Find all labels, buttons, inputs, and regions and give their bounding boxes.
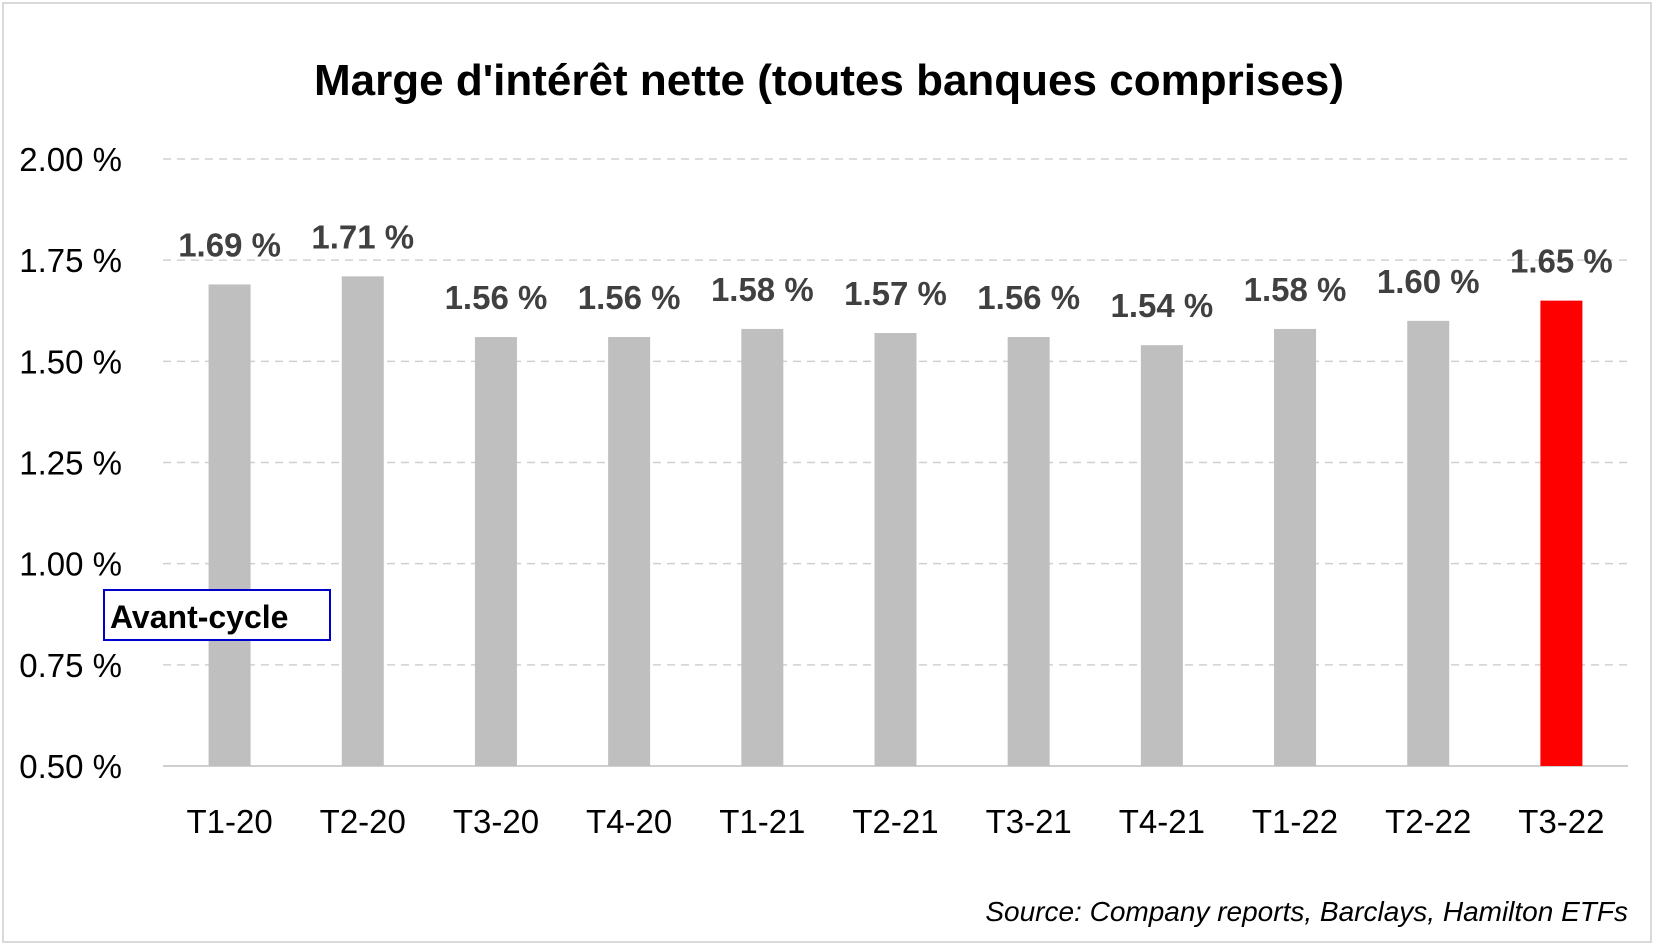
bars [208, 276, 1583, 766]
data-label: 1.56 % [578, 279, 681, 316]
data-label: 1.58 % [711, 271, 814, 308]
y-tick-label: 0.50 % [19, 748, 122, 785]
bar [1274, 328, 1317, 766]
y-tick-label: 1.50 % [19, 343, 122, 380]
bar [1407, 320, 1450, 766]
bar [1007, 337, 1050, 766]
annotation-text: Avant-cycle [110, 599, 288, 635]
y-tick-label: 1.75 % [19, 242, 122, 279]
bar [208, 284, 251, 766]
x-axis-ticks: T1-20 T2-20 T3-20 T4-20 T1-21 T2-21 T3-21 T4-21… [186, 803, 1604, 840]
data-label: 1.58 % [1244, 271, 1347, 308]
data-label: 1.69 % [178, 226, 281, 263]
data-label: 1.65 % [1510, 243, 1613, 280]
x-tick-label: T2-20 [320, 803, 406, 840]
data-label: 1.54 % [1110, 287, 1213, 324]
bar [341, 276, 384, 766]
bar [1140, 345, 1183, 766]
data-label: 1.56 % [977, 279, 1080, 316]
y-tick-label: 2.00 % [19, 141, 122, 178]
bar [874, 333, 917, 766]
y-tick-label: 0.75 % [19, 647, 122, 684]
data-label: 1.57 % [844, 275, 947, 312]
bar [608, 337, 651, 766]
y-tick-label: 1.25 % [19, 445, 122, 482]
source-note: Source: Company reports, Barclays, Hamil… [985, 896, 1628, 927]
x-tick-label: T3-20 [453, 803, 539, 840]
bar [474, 337, 517, 766]
data-labels: 1.69 % 1.71 % 1.56 % 1.56 % 1.58 % 1.57 % 1.56… [178, 218, 1613, 324]
y-axis-ticks: 0.50 % 0.75 % 1.00 % 1.25 % 1.50 % 1.75 % 2.00… [19, 141, 122, 785]
x-tick-label: T3-21 [986, 803, 1072, 840]
x-tick-label: T4-21 [1119, 803, 1205, 840]
x-tick-label: T2-22 [1385, 803, 1471, 840]
avant-cycle-annotation: Avant-cycle [103, 589, 331, 641]
data-label: 1.60 % [1377, 263, 1480, 300]
y-tick-label: 1.00 % [19, 546, 122, 583]
x-tick-label: T4-20 [586, 803, 672, 840]
x-tick-label: T1-21 [719, 803, 805, 840]
data-label: 1.56 % [445, 279, 548, 316]
bar [741, 328, 784, 766]
x-tick-label: T2-21 [852, 803, 938, 840]
gridlines [163, 158, 1628, 767]
bar [1540, 300, 1583, 766]
annotation-box [103, 589, 331, 641]
x-tick-label: T1-20 [186, 803, 272, 840]
data-label: 1.71 % [311, 218, 414, 255]
x-tick-label: T3-22 [1518, 803, 1604, 840]
x-tick-label: T1-22 [1252, 803, 1338, 840]
chart-title: Marge d'intérêt nette (toutes banques co… [314, 56, 1344, 105]
